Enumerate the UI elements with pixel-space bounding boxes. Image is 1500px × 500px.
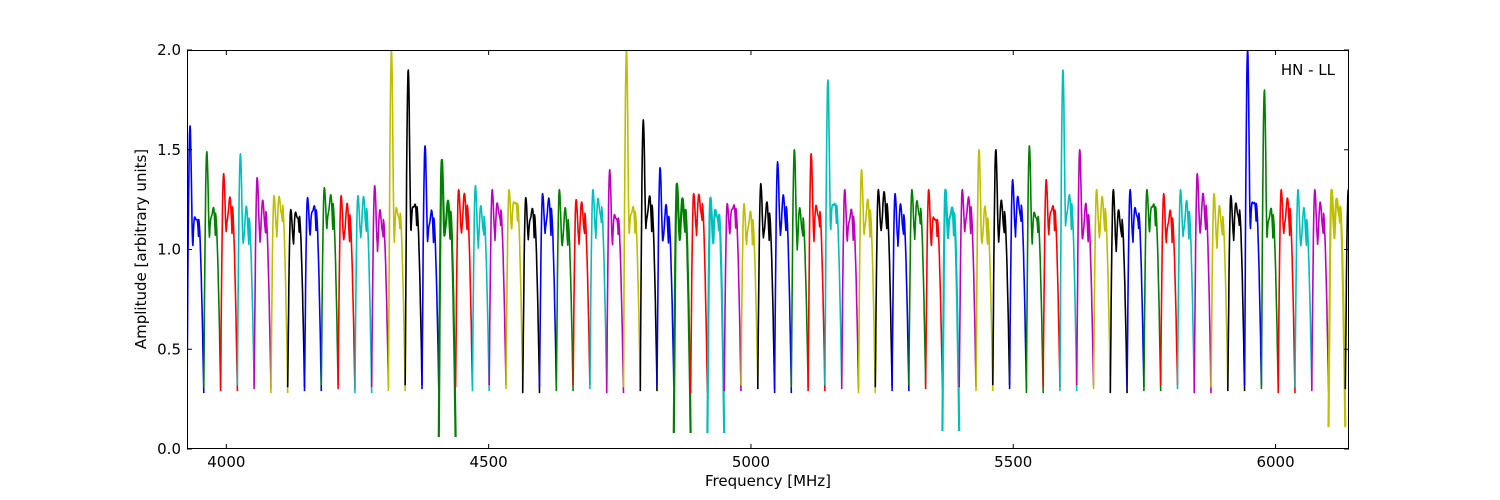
spectral-window-line <box>488 188 507 386</box>
spectral-window-line <box>1210 192 1229 388</box>
spectral-window-line <box>840 188 860 390</box>
spectral-window-line <box>773 161 793 394</box>
spectral-window-line <box>723 202 742 392</box>
spectral-window-line <box>1260 89 1279 390</box>
x-tick-label: 4000 <box>207 453 245 471</box>
spectral-window-line <box>387 50 406 392</box>
spectral-window-line <box>958 188 977 388</box>
spectral-window-line <box>1109 188 1128 394</box>
spectral-window-line <box>1243 50 1263 386</box>
spectral-window-line <box>857 169 877 394</box>
spectral-window-line <box>538 192 558 388</box>
spectral-window-line <box>672 182 692 434</box>
spectral-window-line <box>807 153 826 392</box>
spectral-window-line <box>706 196 726 434</box>
x-tick-label: 6000 <box>1256 453 1294 471</box>
spectral-window-line <box>1042 178 1061 388</box>
x-axis: 4000 4500 5000 5500 6000 <box>207 50 1295 471</box>
spectral-window-line <box>757 182 776 390</box>
spectral-window-line <box>421 145 440 390</box>
y-tick-label: 1.5 <box>157 141 181 159</box>
spectral-window-line <box>1294 188 1313 388</box>
x-tick-label: 5500 <box>994 453 1032 471</box>
spectral-window-line <box>975 149 994 392</box>
annotation-label: HN - LL <box>1281 61 1336 79</box>
spectral-window-line <box>1092 188 1112 390</box>
y-tick-label: 0.5 <box>157 340 181 358</box>
spectral-window-line <box>1075 149 1095 386</box>
spectral-window-line <box>286 208 306 388</box>
spectral-window-line <box>874 188 893 388</box>
x-tick-label: 4500 <box>470 453 508 471</box>
y-axis-label: Amplitude [arbitrary units] <box>132 149 150 349</box>
spectral-window-line <box>740 202 759 386</box>
spectral-window-line <box>1008 178 1028 390</box>
spectral-window-line <box>689 192 709 394</box>
spectral-window-line <box>1344 188 1349 390</box>
y-tick-label: 0.0 <box>157 440 181 458</box>
spectral-window-line <box>790 149 809 388</box>
spectral-window-line <box>1143 188 1162 392</box>
spectral-window-line <box>555 188 574 392</box>
spectral-window-line <box>187 125 205 394</box>
x-axis-label: Frequency [MHz] <box>705 472 831 490</box>
spectral-window-line <box>1193 172 1212 394</box>
spectral-window-line <box>203 151 222 388</box>
spectral-window-line <box>656 167 675 386</box>
y-axis: 0.0 0.5 1.0 1.5 2.0 <box>157 41 1349 458</box>
spectral-window-line <box>572 198 591 386</box>
y-tick-label: 2.0 <box>157 41 181 59</box>
spectral-window-line <box>589 188 608 390</box>
spectral-window-line <box>1311 188 1330 392</box>
spectral-window-line <box>1327 188 1347 428</box>
spectral-window-line <box>924 188 944 390</box>
x-tick-label: 5000 <box>732 453 770 471</box>
spectral-window-line <box>471 184 490 392</box>
spectral-window-line <box>622 50 642 388</box>
spectral-window-line <box>824 79 843 386</box>
spectral-window-line <box>639 119 658 392</box>
spectral-window-line <box>354 194 373 394</box>
spectral-window-line <box>992 149 1011 386</box>
spectral-window-line <box>505 188 524 390</box>
spectral-window-line <box>1126 188 1145 388</box>
spectral-window-line <box>1025 145 1044 394</box>
spectral-window-line <box>605 169 625 394</box>
spectral-window-line <box>320 186 339 386</box>
spectral-window-line <box>219 172 239 392</box>
y-tick-label: 1.0 <box>157 241 181 259</box>
spectral-window-line <box>891 192 910 392</box>
spectral-window-line <box>1159 192 1179 386</box>
spectral-window-line <box>303 196 323 392</box>
spectral-window-line <box>1277 188 1296 394</box>
spectral-window-line <box>1059 69 1078 392</box>
spectral-window-line <box>454 188 474 388</box>
spectral-window-line <box>1227 194 1246 392</box>
spectral-window-line <box>337 194 356 390</box>
spectral-window-line <box>404 69 423 386</box>
series-group <box>187 50 1349 438</box>
spectral-window-line <box>236 153 255 386</box>
spectral-window-line <box>253 176 272 390</box>
spectral-window-line <box>437 158 457 438</box>
spectral-window-line <box>370 184 390 388</box>
spectral-window-line <box>1176 188 1195 390</box>
spectral-window-line <box>941 188 961 432</box>
spectral-window-line <box>521 196 541 394</box>
spectral-window-line <box>270 194 289 394</box>
spectral-window-line <box>908 188 927 386</box>
